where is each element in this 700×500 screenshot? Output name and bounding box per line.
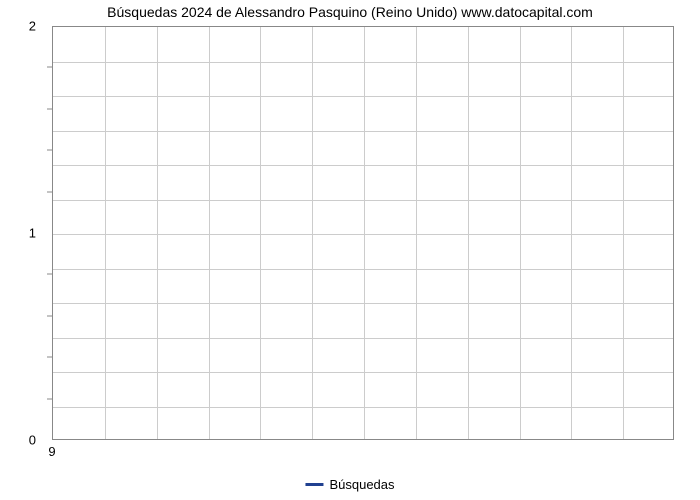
grid-line-vertical xyxy=(364,27,365,439)
grid-line-horizontal xyxy=(53,269,673,270)
grid-line-horizontal xyxy=(53,338,673,339)
legend-swatch xyxy=(305,483,323,486)
grid-line-horizontal xyxy=(53,234,673,235)
plot-area xyxy=(52,26,674,440)
grid-line-vertical xyxy=(260,27,261,439)
grid-line-horizontal xyxy=(53,62,673,63)
grid-line-vertical xyxy=(209,27,210,439)
grid-line-vertical xyxy=(623,27,624,439)
y-minor-tick xyxy=(47,67,52,68)
grid-line-horizontal xyxy=(53,96,673,97)
grid-line-vertical xyxy=(520,27,521,439)
grid-line-vertical xyxy=(468,27,469,439)
legend-label: Búsquedas xyxy=(329,477,394,492)
y-tick-label: 2 xyxy=(0,19,36,34)
chart-container: Búsquedas 2024 de Alessandro Pasquino (R… xyxy=(0,0,700,500)
legend: Búsquedas xyxy=(305,477,394,492)
grid-line-horizontal xyxy=(53,303,673,304)
x-tick-label: 9 xyxy=(48,444,55,459)
grid-line-horizontal xyxy=(53,131,673,132)
grid-line-horizontal xyxy=(53,165,673,166)
y-minor-tick xyxy=(47,357,52,358)
y-minor-tick xyxy=(47,315,52,316)
grid-line-vertical xyxy=(157,27,158,439)
grid-line-horizontal xyxy=(53,372,673,373)
y-minor-tick xyxy=(47,274,52,275)
y-minor-tick xyxy=(47,108,52,109)
grid-line-vertical xyxy=(416,27,417,439)
chart-title: Búsquedas 2024 de Alessandro Pasquino (R… xyxy=(0,4,700,20)
y-minor-tick xyxy=(47,191,52,192)
y-tick-label: 1 xyxy=(0,226,36,241)
grid-line-vertical xyxy=(312,27,313,439)
grid-line-horizontal xyxy=(53,407,673,408)
y-minor-tick xyxy=(47,398,52,399)
grid-line-vertical xyxy=(105,27,106,439)
grid-line-vertical xyxy=(571,27,572,439)
grid-line-horizontal xyxy=(53,200,673,201)
y-minor-tick xyxy=(47,150,52,151)
y-tick-label: 0 xyxy=(0,433,36,448)
